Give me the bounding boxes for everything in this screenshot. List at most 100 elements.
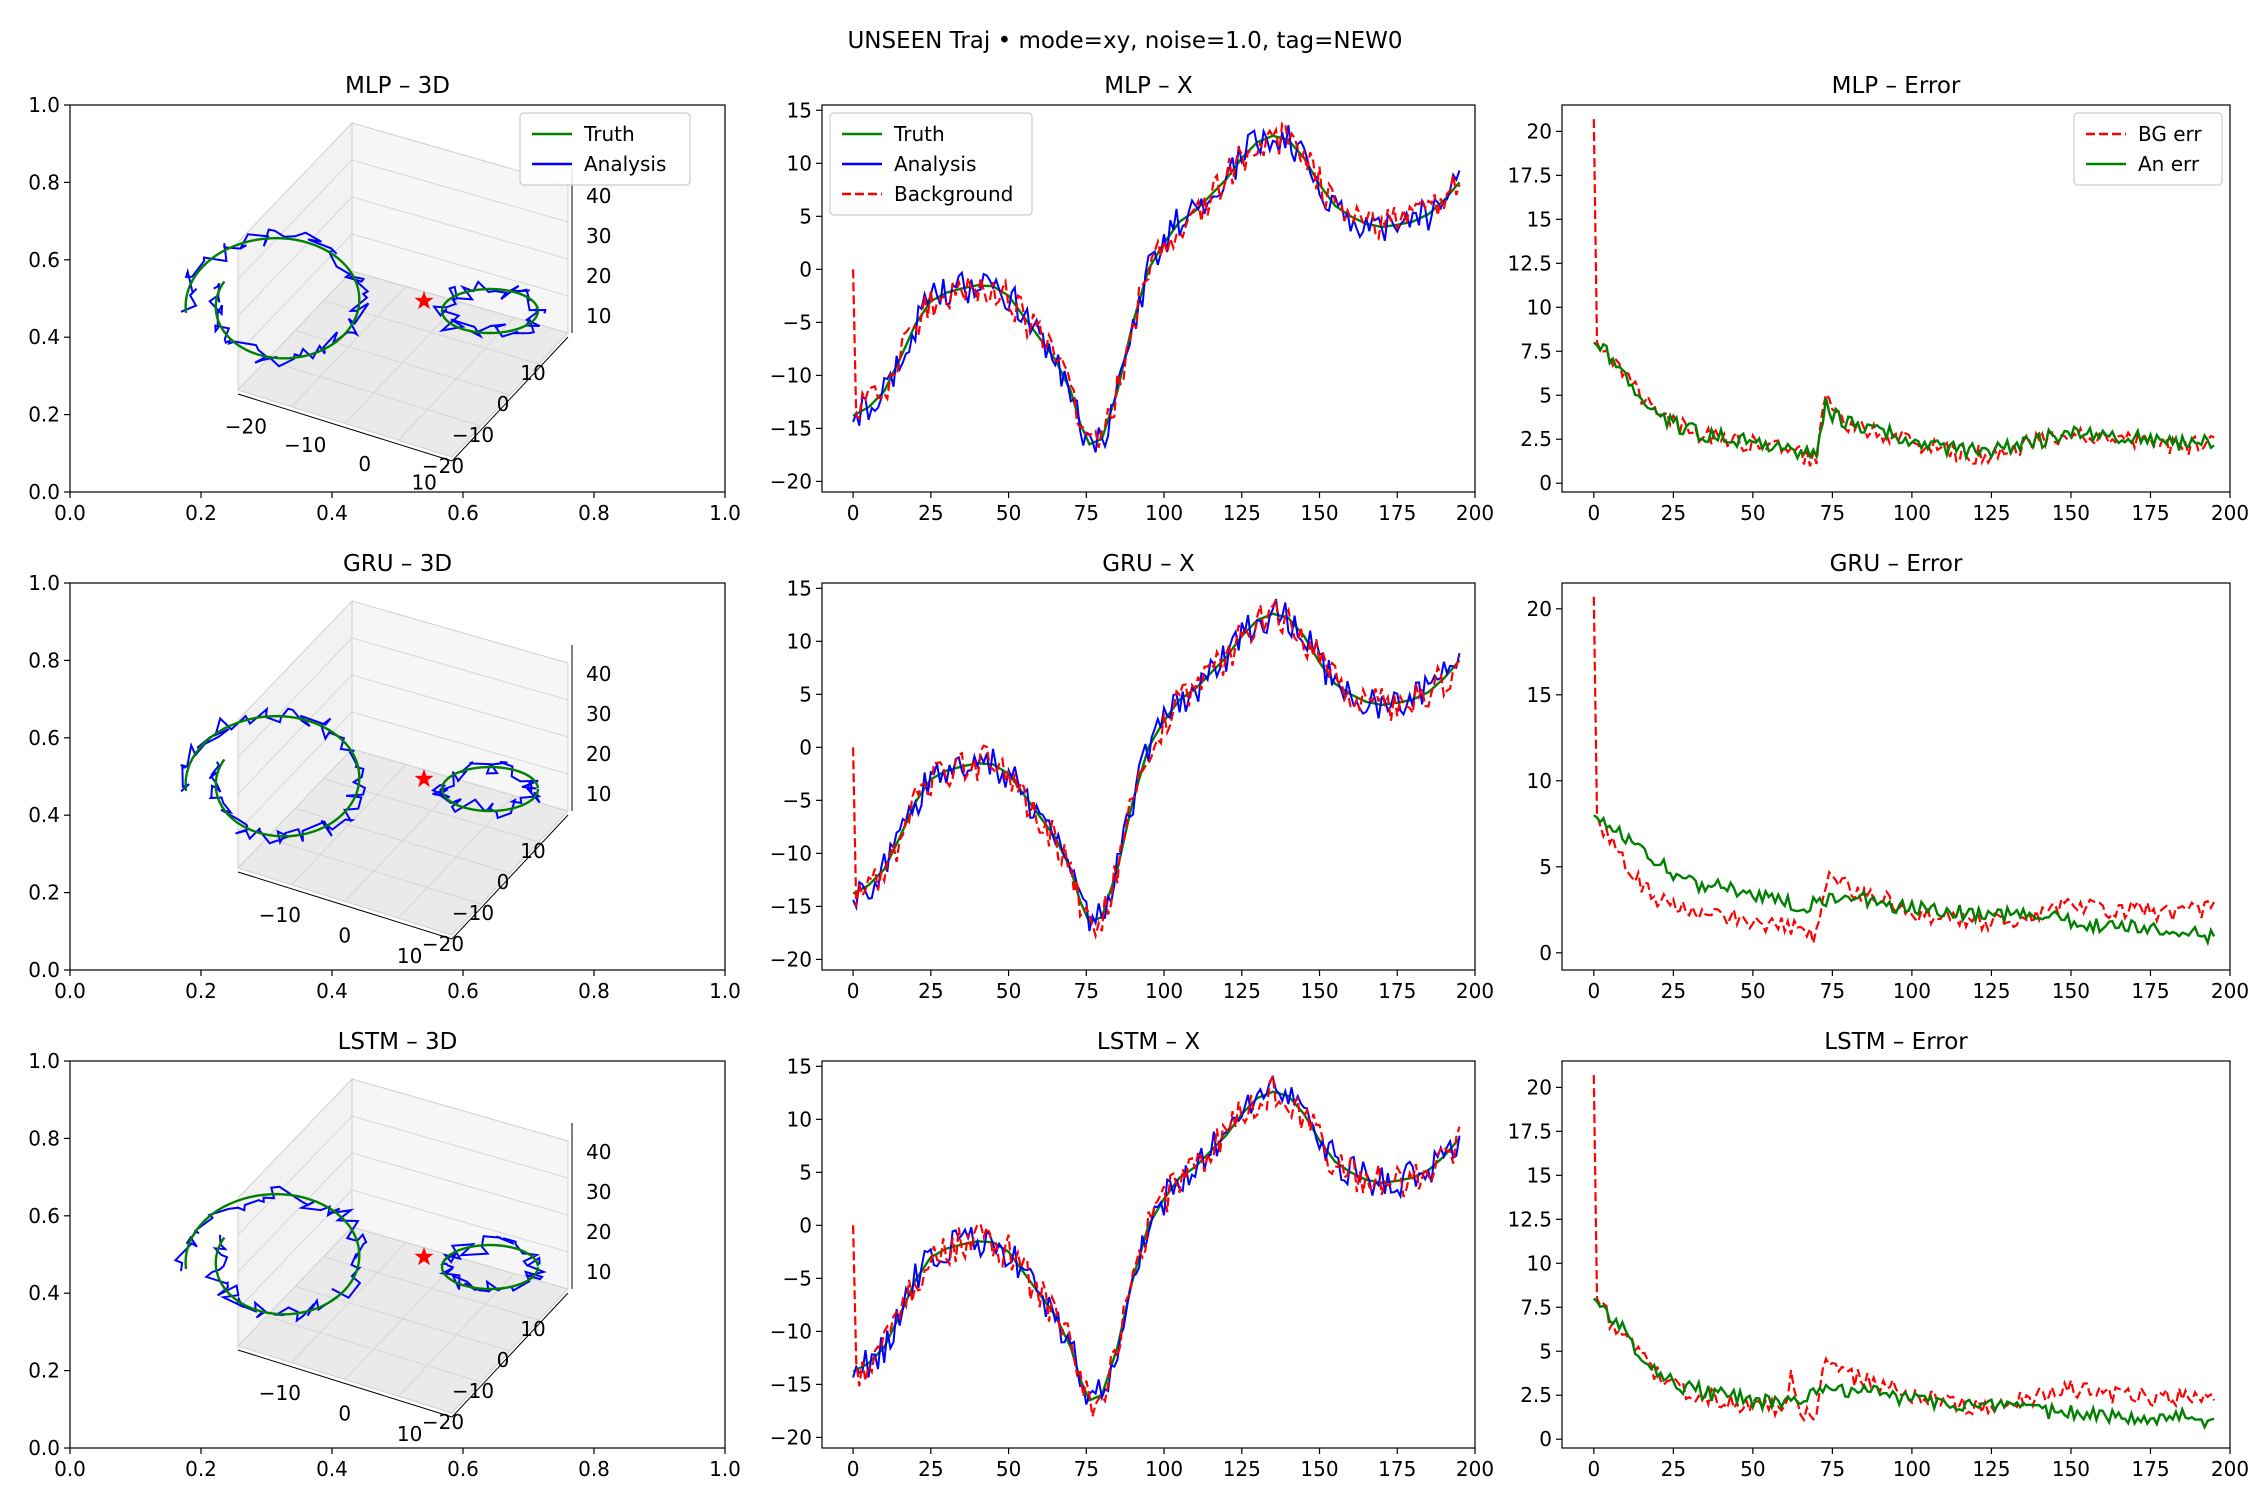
panel-3d-1-xtick-label: 1.0 [709, 979, 741, 1003]
panel-x-0-ytick-label: 5 [799, 204, 812, 228]
panel-err-1-xtick-label: 75 [1820, 979, 1845, 1003]
panel-x-2-ytick-label: −15 [770, 1372, 812, 1396]
panel-x-2-xtick-label: 175 [1378, 1457, 1416, 1481]
panel-err-1-ytick-label: 10 [1527, 769, 1552, 793]
panel-3d-0-ytick3d-label: −20 [422, 454, 464, 478]
panel-x-2-frame [821, 1060, 1476, 1449]
panel-3d-0-ztick-label: 40 [586, 184, 611, 208]
panel-3d-2-ytick3d-label: −10 [452, 1379, 494, 1403]
panel-err-0-ytick-label: 5 [1539, 383, 1552, 407]
panel-x-0-ytick-label: 0 [799, 257, 812, 281]
panel-err-2-xtick-label: 0 [1587, 1457, 1600, 1481]
panel-err-1-title: GRU – Error [1830, 551, 1963, 577]
panel-err-0-legend-box [2073, 112, 2223, 186]
panel-x-0-xtick-label: 75 [1074, 501, 1099, 525]
panel-x-2-ytick-label: −10 [770, 1319, 812, 1343]
panel-3d-1-grid-line [294, 808, 511, 874]
panel-err-0-legend-label: An err [2138, 152, 2200, 176]
panel-x-2-ytick-label: 15 [787, 1054, 812, 1078]
panel-3d-1-yaxis-line [451, 814, 569, 940]
panel-x-1-xtick-label: 200 [1456, 979, 1494, 1003]
panel-err-0-ytick-label: 15 [1527, 207, 1552, 231]
panel-x-2-ytick-label: 10 [787, 1107, 812, 1131]
panel-err-2-ytick-label: 15 [1527, 1163, 1552, 1187]
panel-3d-0-ztick-label: 10 [586, 304, 611, 328]
panel-err-0-ytick-label: 10 [1527, 295, 1552, 319]
panel-err-2-ytick-label: 20 [1527, 1075, 1552, 1099]
panel-err-0-ytick-label: 2.5 [1520, 427, 1552, 451]
panel-err-2-ytick-label: 0 [1539, 1427, 1552, 1451]
panel-x-0-ytick-label: −15 [770, 416, 812, 440]
panel-x-1-xtick-label: 50 [996, 979, 1021, 1003]
panel-err-1-xtick-label: 200 [2211, 979, 2249, 1003]
panel-err-2-xtick-label: 50 [1740, 1457, 1765, 1481]
panel-err-2-xtick-label: 75 [1820, 1457, 1845, 1481]
panel-x-2-xtick-label: 50 [996, 1457, 1021, 1481]
panel-3d-0-title: MLP – 3D [345, 73, 450, 99]
panel-x-2-xtick-label: 75 [1074, 1457, 1099, 1481]
panel-3d-2-title: LSTM – 3D [338, 1029, 458, 1055]
panel-3d-0-ztick-label: 30 [586, 224, 611, 248]
panel-3d-0-xtick-label: 1.0 [709, 501, 741, 525]
panel-3d-0-xtick-label: 0.6 [447, 501, 479, 525]
panel-x-0-legend-label: Truth [893, 122, 945, 146]
panel-x-2-xtick-label: 150 [1300, 1457, 1338, 1481]
panel-err-1-xtick-label: 100 [1893, 979, 1931, 1003]
panel-3d-1-xtick3d-label: 0 [338, 924, 351, 948]
panel-3d-0-xtick-label: 0.0 [54, 501, 86, 525]
panel-x-0-ytick-label: 15 [787, 98, 812, 122]
panel-3d-2-ytick-label: 0.0 [28, 1436, 60, 1460]
panel-3d-2-grid-line [294, 1286, 511, 1352]
panel-3d-0-grid-line [323, 300, 540, 365]
panel-x-1-ytick-label: −10 [770, 841, 812, 865]
panel-err-2-xtick-label: 200 [2211, 1457, 2249, 1481]
panel-x-1-ytick-label: 0 [799, 735, 812, 759]
panel-x-0-legend-label: Background [894, 182, 1013, 206]
panel-x-2-title: LSTM – X [1097, 1029, 1200, 1055]
panel-x-1-title: GRU – X [1102, 551, 1195, 577]
panel-x-1-xtick-label: 100 [1145, 979, 1183, 1003]
panel-3d-0-xtick3d-label: 0 [358, 452, 371, 476]
panel-3d-2-ytick3d-label: 0 [497, 1348, 510, 1372]
panel-3d-1-ytick-label: 0.8 [28, 648, 60, 672]
panel-3d-0-ytick-label: 0.8 [28, 170, 60, 194]
panel-3d-2-start-star-marker [414, 1247, 434, 1266]
panel-3d-1-ytick3d-label: −20 [422, 932, 464, 956]
panel-3d-0-xtick3d-label: −10 [284, 433, 326, 457]
panel-3d-1-xtick-label: 0.0 [54, 979, 86, 1003]
panel-err-1-xtick-label: 150 [2052, 979, 2090, 1003]
panel-3d-2-grid-line [237, 1115, 353, 1236]
panel-3d-0-grid-line [237, 196, 353, 317]
panel-3d-0-grid-line [351, 159, 569, 223]
panel-3d-2-ytick-label: 0.2 [28, 1359, 60, 1383]
panel-3d-2-grid-line [398, 1273, 515, 1397]
panel-err-2-ytick-label: 12.5 [1507, 1207, 1552, 1231]
panel-err-2-title: LSTM – Error [1824, 1029, 1968, 1055]
panel-err-2-ytick-label: 10 [1527, 1251, 1552, 1275]
panel-3d-1-truth-wing-line [440, 765, 540, 813]
panel-err-0-xtick-label: 75 [1820, 501, 1845, 525]
panel-err-0-title: MLP – Error [1832, 73, 1961, 99]
panel-err-0-ytick-label: 0 [1539, 471, 1552, 495]
panel-3d-2-ytick-label: 0.8 [28, 1126, 60, 1150]
figure-suptitle: UNSEEN Traj • mode=xy, noise=1.0, tag=NE… [847, 28, 1402, 54]
panel-x-0-ytick-label: 10 [787, 151, 812, 175]
panel-err-2-ytick-label: 17.5 [1507, 1119, 1552, 1143]
panel-x-0-title: MLP – X [1104, 73, 1193, 99]
panel-3d-0-ytick-label: 1.0 [28, 93, 60, 117]
panel-3d-0-ytick-label: 0.6 [28, 248, 60, 272]
panel-3d-0-xaxis-line [237, 393, 453, 462]
panel-err-2-ytick-label: 7.5 [1520, 1295, 1552, 1319]
panel-3d-2-grid-line [237, 1152, 353, 1273]
panel-x-0-background-line [852, 121, 1461, 448]
panel-3d-0-grid-line [351, 196, 569, 260]
panel-3d-1-xtick3d-label: 10 [397, 944, 422, 968]
panel-3d-2-xtick-label: 0.6 [447, 1457, 479, 1481]
panel-err-0-ytick-label: 17.5 [1507, 163, 1552, 187]
panel-3d-0-analysis-wing-line [432, 280, 547, 339]
panel-3d-1-truth-line [184, 714, 361, 838]
panel-err-1-ytick-label: 20 [1527, 597, 1552, 621]
panel-3d-1-xtick-label: 0.6 [447, 979, 479, 1003]
panel-x-1-ytick-label: 5 [799, 682, 812, 706]
